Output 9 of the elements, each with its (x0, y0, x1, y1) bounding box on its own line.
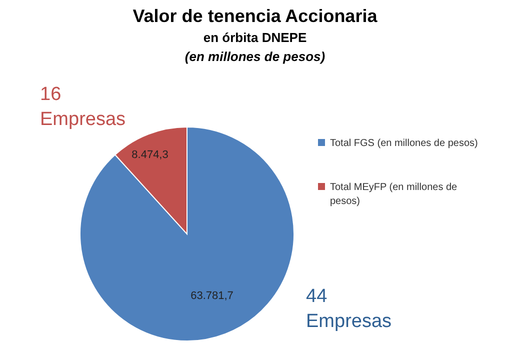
legend-label: Total MEyFP (en millones de pesos) (330, 182, 458, 207)
legend-label: Total FGS (en millones de pesos) (330, 138, 478, 149)
text: 44 Empresas (306, 286, 392, 332)
chart-subtitle: en órbita DNEPE (203, 30, 307, 45)
text: 16 Empresas (40, 84, 126, 130)
data-label: 8.474,3 (132, 148, 168, 161)
chart-title: Valor de tenencia Accionaria (132, 6, 378, 26)
text: (en millones de pesos) (184, 49, 326, 64)
data-label: 63.781,7 (190, 290, 234, 302)
